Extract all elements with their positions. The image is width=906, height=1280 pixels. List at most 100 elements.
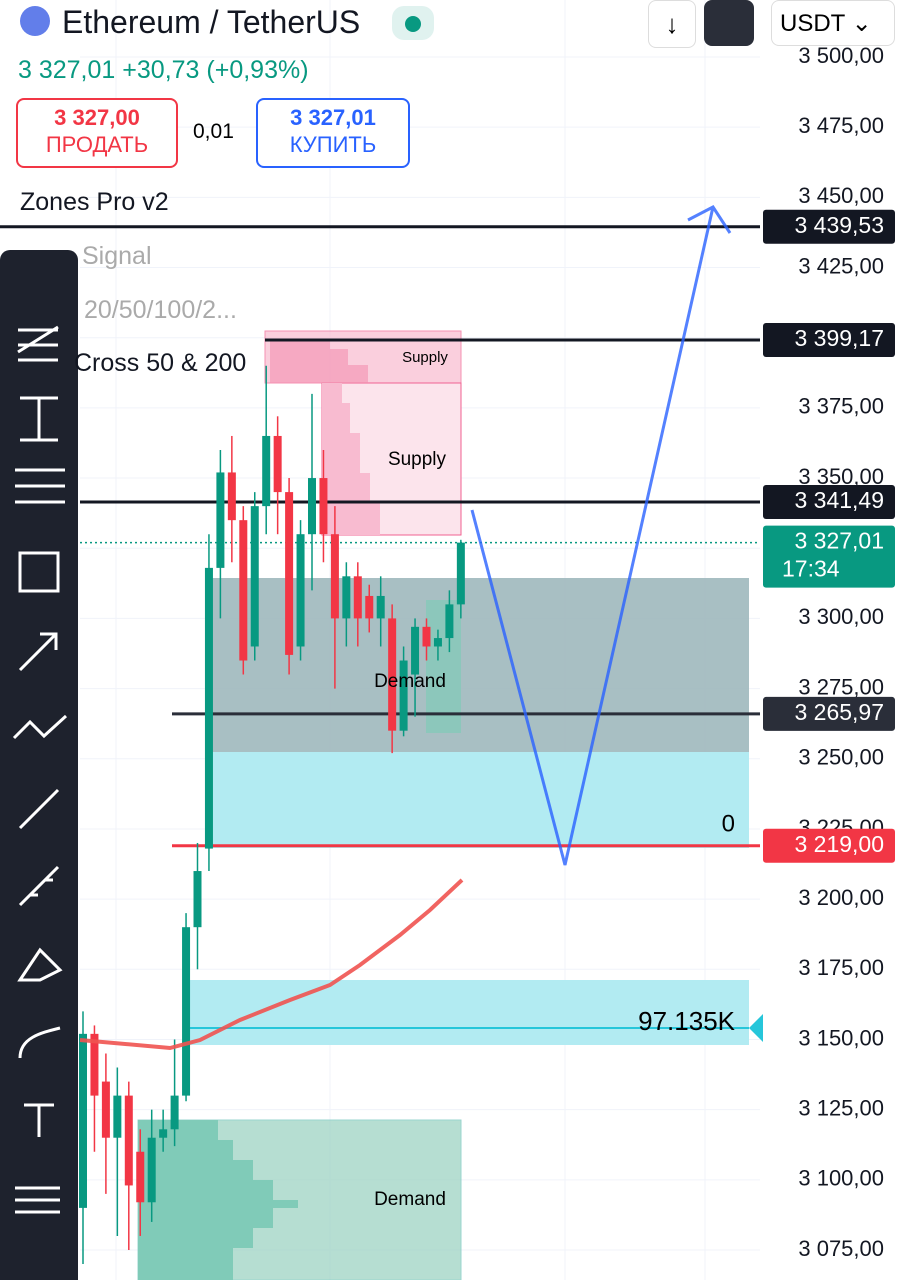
y-tick-label: 3 475,00 (798, 113, 884, 138)
y-tick-label: 3 450,00 (798, 183, 884, 208)
candle-body (262, 435, 271, 507)
price-tag (763, 484, 895, 519)
candle-body (353, 576, 362, 619)
candle-body (330, 534, 339, 619)
candle-body (79, 1033, 87, 1208)
price-tag (763, 696, 895, 731)
price-tag (763, 525, 895, 588)
candle-body (193, 871, 202, 928)
y-tick-label: 3 275,00 (798, 674, 884, 699)
scroll-button[interactable]: ↓ (648, 0, 696, 48)
candle-body (101, 1081, 110, 1138)
currency: USDT (780, 10, 845, 37)
candle-body (239, 520, 248, 661)
candle-body (411, 626, 420, 675)
candle-body (227, 472, 236, 521)
price-tag-label: 3 265,97 (794, 699, 884, 725)
toolbar-icons[interactable] (12, 325, 68, 1214)
y-tick-label: 3 425,00 (798, 253, 884, 278)
candle-body (204, 567, 213, 849)
price-tag (763, 323, 895, 358)
candle-body (365, 595, 374, 619)
y-tick-label: 3 175,00 (798, 955, 884, 980)
candle-body (388, 618, 397, 731)
spread: 0,01 (193, 120, 234, 143)
change: +30,73 (+0,93%) (122, 56, 309, 84)
y-tick-label: 3 250,00 (798, 745, 884, 770)
candle-body (182, 927, 191, 1096)
demand-zone-light (208, 752, 749, 848)
price-tag-label: 3 219,00 (794, 831, 884, 857)
sell-label: ПРОДАТЬ (45, 132, 149, 157)
price-tag-label: 3 439,53 (794, 212, 884, 238)
indicator[interactable]: Zones Pro v2 (20, 188, 169, 216)
y-tick-label: 3 375,00 (798, 394, 884, 419)
candle-body (285, 492, 294, 655)
moving-average (79, 878, 464, 1051)
y-tick-label: 3 200,00 (798, 885, 884, 910)
candle-body (376, 595, 385, 619)
y-tick-label: 3 100,00 (798, 1166, 884, 1191)
candle-body (342, 576, 351, 619)
candle-body (399, 660, 408, 731)
candle-body (216, 472, 225, 568)
candle-body (433, 638, 442, 647)
candle-body (308, 478, 316, 535)
zone-label: Demand (374, 671, 446, 692)
price-tag (763, 828, 895, 863)
y-tick-label: 3 300,00 (798, 604, 884, 629)
supply-profile (322, 383, 380, 535)
candle-body (147, 1137, 156, 1203)
price: 3 327,01 (18, 56, 116, 84)
indicator[interactable]: 20/50/100/2... (84, 296, 237, 324)
price-tag-label: 3 327,01 (794, 528, 884, 554)
toolbar (0, 250, 78, 1280)
market-status (392, 6, 434, 40)
candle-body (170, 1095, 179, 1130)
price-tag (763, 209, 895, 244)
forecast-arrow (470, 205, 732, 866)
demand-profile (426, 600, 461, 733)
currency-select[interactable]: USDT ⌄ (771, 0, 895, 46)
buy-price: 3 327,01 (290, 105, 376, 130)
y-tick-label: 3 075,00 (798, 1236, 884, 1261)
price-tag-label: 3 399,17 (794, 325, 884, 351)
candle-body (250, 506, 259, 647)
candle-body (296, 534, 305, 647)
candle-body (124, 1095, 133, 1186)
volume-zone (186, 980, 749, 1045)
buy-button[interactable]: 3 327,01 КУПИТЬ (256, 98, 410, 168)
zone-label: Demand (374, 1189, 446, 1210)
candle-body (273, 435, 282, 493)
candle-body (90, 1033, 99, 1096)
candle-body (319, 478, 328, 535)
indicator[interactable]: Cross 50 & 200 (74, 349, 247, 377)
candle-body (456, 542, 465, 605)
candle-body (113, 1095, 122, 1138)
indicator[interactable]: Signal (82, 242, 152, 270)
y-tick-label: 3 125,00 (798, 1095, 884, 1120)
demand-profile (138, 1120, 298, 1280)
price-line: 3 327,01 +30,73 (+0,93%) (18, 56, 309, 85)
candle-body (159, 1129, 168, 1138)
volume-label: 97.135K (638, 1006, 736, 1036)
price-tag-label: 3 341,49 (794, 487, 884, 513)
zone-label: Supply (388, 449, 447, 470)
candle-body (422, 626, 431, 647)
y-tick-label: 3 500,00 (798, 43, 884, 68)
supply-profile (270, 341, 368, 383)
sell-button[interactable]: 3 327,00 ПРОДАТЬ (16, 98, 178, 168)
fullscreen-button[interactable] (704, 0, 754, 46)
price-tag-time: 17:34 (782, 556, 840, 582)
volume-marker (749, 1014, 763, 1042)
symbol[interactable]: Ethereum / TetherUS (62, 4, 361, 40)
symbol-icon (20, 6, 50, 36)
y-tick-label: 3 350,00 (798, 464, 884, 489)
zone-label: 0 (722, 810, 735, 837)
candle-body (136, 1151, 145, 1203)
y-tick-label: 3 150,00 (798, 1025, 884, 1050)
zone-label: Supply (402, 349, 448, 366)
sell-price: 3 327,00 (54, 105, 140, 130)
